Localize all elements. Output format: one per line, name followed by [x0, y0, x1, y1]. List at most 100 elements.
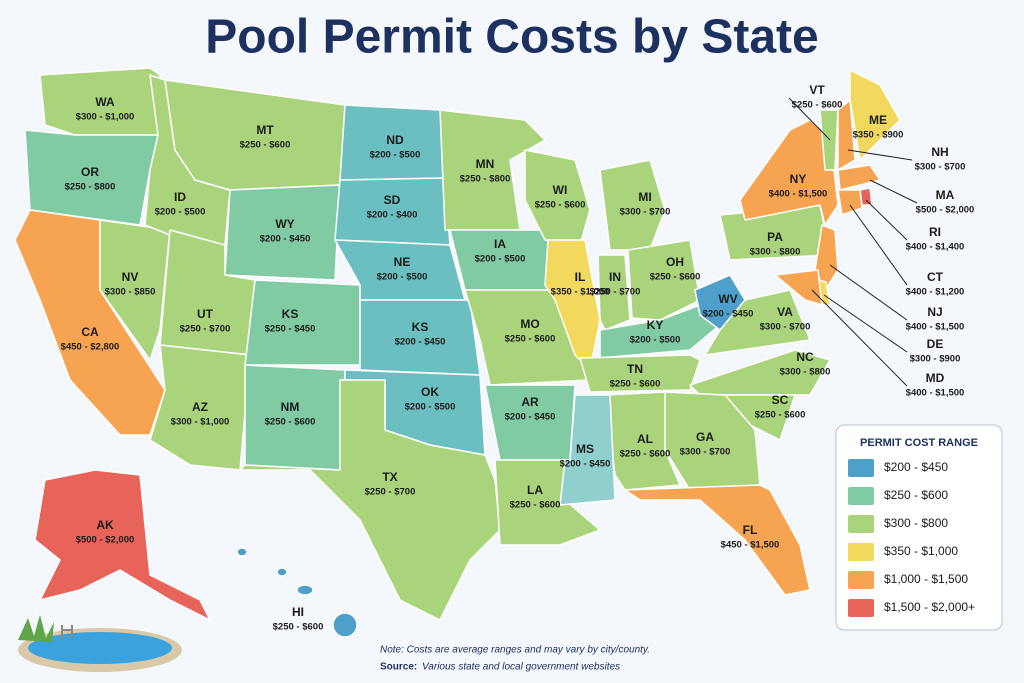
state-range: $200 - $450 [703, 309, 754, 320]
state-range: $250 - $700 [365, 487, 416, 498]
state-abbr: OK [421, 385, 439, 399]
state-range: $200 - $400 [367, 210, 418, 221]
state-shape [837, 164, 881, 191]
state-abbr: MO [520, 317, 539, 331]
state-shape [774, 269, 823, 306]
legend-swatch [848, 459, 874, 477]
leader-line [849, 204, 908, 286]
state-abbr: ME [869, 113, 887, 127]
state-shape [819, 109, 839, 171]
state-range: $200 - $450 [560, 459, 611, 470]
state-shape [34, 469, 211, 621]
state-shape [704, 289, 811, 356]
state-abbr: CT [927, 270, 944, 284]
state-abbr: WI [553, 183, 568, 197]
legend-title: PERMIT COST RANGE [860, 437, 978, 449]
state-range: $200 - $500 [405, 402, 456, 413]
state-abbr: DE [927, 337, 944, 351]
legend-label: $1,500 - $2,000+ [884, 600, 975, 614]
state-range: $300 - $700 [760, 322, 811, 333]
legend: PERMIT COST RANGE $200 - $450 $250 - $600… [835, 424, 1003, 631]
legend-swatch [848, 487, 874, 505]
state-shape [239, 379, 501, 621]
state-abbr: TX [382, 470, 397, 484]
state-range: $400 - $1,400 [906, 242, 965, 253]
state-shape [849, 69, 901, 161]
state-range: $300 - $1,000 [76, 112, 135, 123]
source: Various state and local government websi… [422, 662, 620, 673]
state-abbr: RI [929, 225, 941, 239]
state-abbr: AK [96, 518, 114, 532]
leader-line [865, 199, 908, 241]
legend-label: $300 - $800 [884, 516, 948, 530]
pool-ladder [61, 625, 73, 640]
leader-line [847, 149, 913, 161]
plant [18, 615, 54, 642]
state-range: $200 - $500 [370, 150, 421, 161]
state-range: $300 - $850 [105, 287, 156, 298]
state-abbr: VT [809, 83, 825, 97]
state-range: $250 - $600 [792, 100, 843, 111]
legend-box [835, 424, 1003, 631]
state-range: $300 - $1,000 [171, 417, 230, 428]
state-shape [244, 279, 361, 366]
state-range: $250 - $600 [755, 410, 806, 421]
state-abbr: MS [576, 442, 594, 456]
state-range: $300 - $800 [780, 367, 831, 378]
state-abbr: CA [81, 325, 99, 339]
legend-swatch [848, 515, 874, 533]
state-abbr: AZ [192, 400, 208, 414]
state-range: $200 - $450 [260, 234, 311, 245]
state-range: $300 - $700 [620, 207, 671, 218]
state-range: $250 - $600 [610, 379, 661, 390]
state-shape [624, 484, 811, 596]
legend-swatch [848, 571, 874, 589]
state-abbr: HI [292, 605, 304, 619]
state-abbr: KS [412, 320, 429, 334]
state-abbr: NH [931, 145, 948, 159]
state-abbr: OH [666, 255, 684, 269]
labels: WA $300 - $1,000 OR $250 - $800 CA $450 - $2,… [61, 83, 975, 632]
state-abbr: MT [256, 123, 274, 137]
state-shape [739, 119, 839, 226]
state-shape [837, 189, 863, 216]
state-range: $400 - $1,500 [906, 322, 965, 333]
state-abbr: NM [281, 400, 300, 414]
state-abbr: IA [494, 237, 506, 251]
state-range: $250 - $700 [180, 324, 231, 335]
state-range: $400 - $1,200 [906, 287, 965, 298]
state-shape [579, 354, 701, 393]
state-range: $300 - $700 [915, 162, 966, 173]
state-range: $250 - $700 [590, 287, 641, 298]
state-range: $300 - $900 [910, 354, 961, 365]
state-abbr: ND [386, 133, 404, 147]
state-range: $350 - $1,000 [551, 287, 610, 298]
state-shape [439, 109, 546, 231]
state-abbr: MN [476, 157, 495, 171]
state-abbr: KY [647, 318, 664, 332]
leader-line [788, 97, 831, 141]
state-abbr: OR [81, 165, 99, 179]
state-range: $250 - $600 [265, 417, 316, 428]
state-shape [814, 224, 839, 291]
pool-water [28, 632, 172, 664]
state-abbr: NE [394, 255, 411, 269]
state-abbr: WA [95, 95, 115, 109]
state-shape [236, 547, 248, 557]
state-range: $450 - $2,800 [61, 342, 120, 353]
legend-items: $200 - $450 $250 - $600 $300 - $800 $350 - … [848, 459, 975, 617]
legend-label: $350 - $1,000 [884, 544, 958, 558]
state-range: $250 - $600 [240, 140, 291, 151]
legend-swatch [848, 543, 874, 561]
state-range: $200 - $500 [630, 335, 681, 346]
state-range: $300 - $700 [680, 447, 731, 458]
state-abbr: SC [772, 393, 789, 407]
state-shape [837, 99, 856, 171]
state-range: $250 - $450 [265, 324, 316, 335]
leader-line [869, 179, 918, 204]
legend-swatch [848, 599, 874, 617]
state-shape [604, 391, 681, 491]
leader-line [811, 289, 908, 387]
state-range: $350 - $900 [853, 130, 904, 141]
state-abbr: TN [627, 362, 643, 376]
